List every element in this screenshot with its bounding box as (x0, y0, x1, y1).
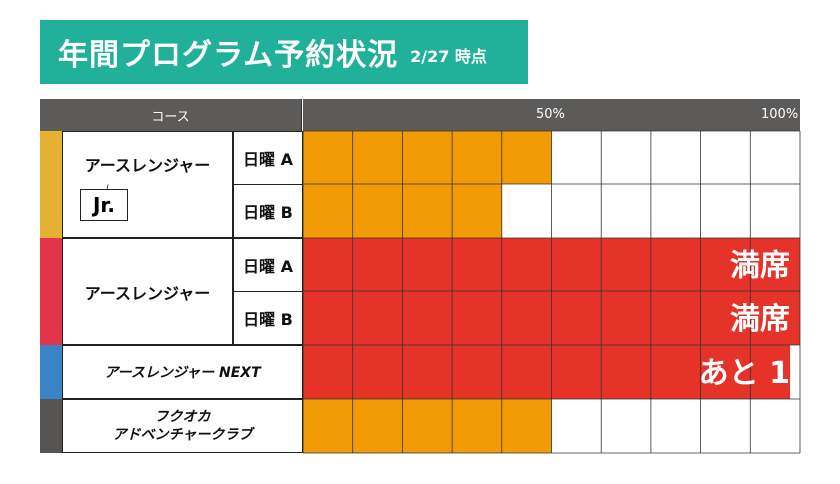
row-background (303, 345, 800, 399)
status-label: 満席 (730, 249, 790, 284)
page-title: 年間プログラム予約状況 (58, 38, 399, 73)
row-background (303, 291, 800, 345)
bar (303, 238, 800, 291)
slot-label: 日曜 B (233, 184, 303, 238)
row-background (303, 184, 800, 238)
badge-mark: ﾉ (104, 180, 110, 196)
bar (303, 345, 791, 399)
course-name-line1: フクオカ (154, 409, 211, 425)
course-name-label: アースレンジャー NEXT (104, 365, 261, 381)
course-color-stripe (40, 345, 62, 399)
course-name-line2: アドベンチャークラブ (112, 427, 253, 443)
row-background (303, 238, 800, 291)
bar (303, 184, 502, 238)
percent-column-header: 50% 100% (303, 99, 800, 131)
timestamp: 2/27 時点 (410, 47, 487, 66)
course-name-next: アースレンジャー NEXT (62, 345, 303, 399)
tick-label-50: 50% (536, 107, 565, 122)
course-name-label: アースレンジャー (84, 283, 211, 303)
slot-label: 日曜 A (233, 238, 303, 292)
course-color-stripe (40, 399, 62, 453)
slot-label: 日曜 B (233, 291, 303, 345)
bar (303, 399, 552, 453)
course-column-header: コース (40, 99, 302, 131)
status-label: あと 1 (699, 356, 790, 391)
row-background (303, 399, 800, 453)
jr-badge: Jr. (80, 189, 128, 221)
course-color-stripe (40, 238, 62, 345)
status-label: 満席 (730, 302, 790, 337)
course-name-label: アースレンジャー (84, 156, 211, 175)
bar (303, 291, 800, 345)
course-header-label: コース (151, 109, 190, 125)
course-name-fukuoka: フクオカ アドベンチャークラブ (62, 399, 303, 453)
row-background (303, 131, 800, 184)
course-name-ranger: アースレンジャー (62, 238, 233, 345)
slot-label: 日曜 A (233, 131, 303, 185)
course-color-stripe (40, 131, 62, 238)
title-banner: 年間プログラム予約状況 2/27 時点 (40, 20, 528, 84)
tick-label-100: 100% (761, 107, 799, 122)
course-name-jr: アースレンジャー (62, 131, 233, 238)
bar (303, 131, 552, 184)
